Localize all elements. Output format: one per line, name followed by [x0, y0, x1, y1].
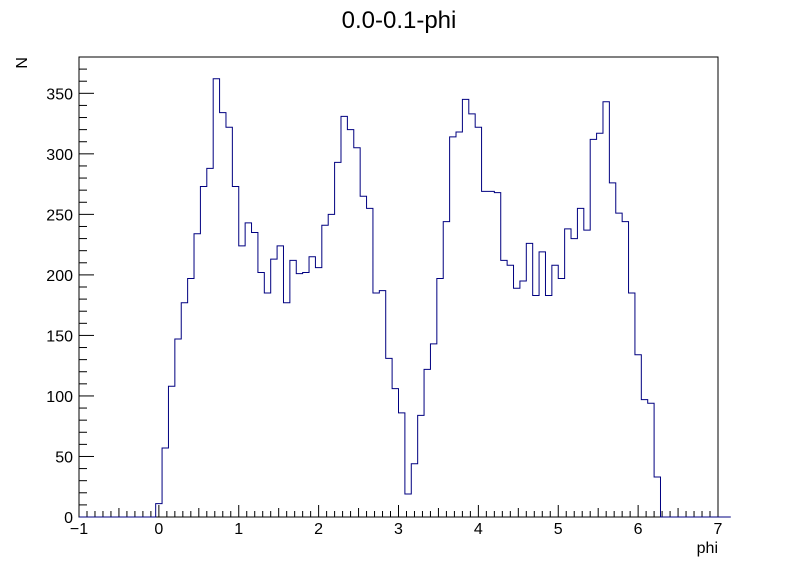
- y-axis: [79, 56, 94, 518]
- y-tick-label: 0: [64, 510, 73, 527]
- x-axis-label: phi: [697, 540, 718, 557]
- chart-title: 0.0-0.1-phi: [342, 7, 457, 34]
- x-tick-label: 4: [474, 521, 483, 538]
- plot-frame: [78, 56, 719, 518]
- y-tick-label: 100: [46, 389, 73, 406]
- y-tick-label: 200: [46, 268, 73, 285]
- x-tick-label: 2: [314, 521, 323, 538]
- y-tick-labels: 0 50 100 150 200 250 300 350: [46, 86, 73, 527]
- x-axis: [78, 505, 719, 517]
- x-tick-label: 7: [714, 521, 723, 538]
- x-tick-label: −1: [70, 521, 88, 538]
- y-tick-label: 150: [46, 328, 73, 345]
- y-tick-label: 350: [46, 86, 73, 103]
- y-tick-label: 250: [46, 207, 73, 224]
- y-axis-label: N: [14, 57, 31, 69]
- x-tick-label: 6: [634, 521, 643, 538]
- x-tick-labels: −1 0 1 2 3 4 5 6 7: [70, 521, 723, 538]
- x-tick-label: 3: [394, 521, 403, 538]
- x-tick-label: 5: [554, 521, 563, 538]
- x-tick-label: 1: [234, 521, 243, 538]
- histogram-series-line: [79, 78, 731, 518]
- x-tick-label: 0: [154, 521, 163, 538]
- y-tick-label: 300: [46, 147, 73, 164]
- y-tick-label: 50: [55, 449, 73, 466]
